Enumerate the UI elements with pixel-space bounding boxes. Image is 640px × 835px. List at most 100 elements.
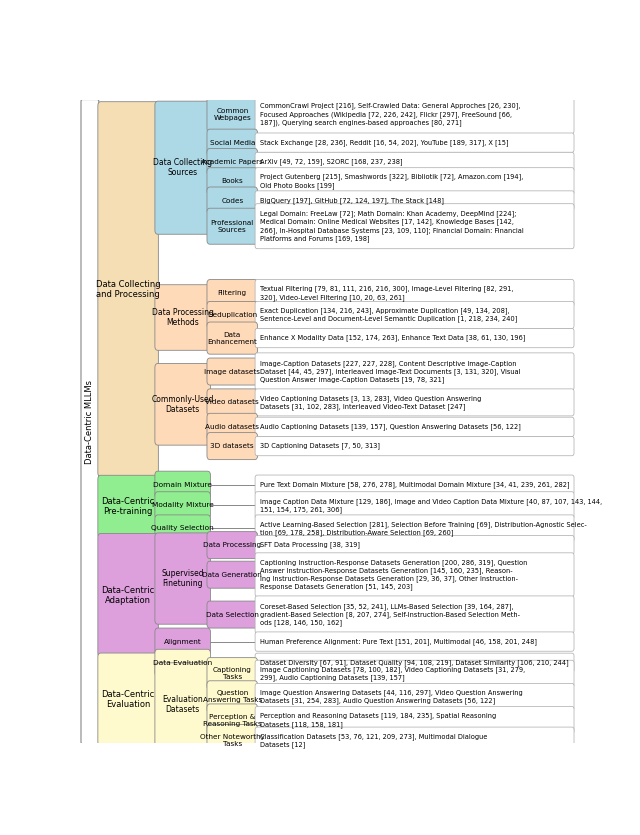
Text: Other Noteworthy
Tasks: Other Noteworthy Tasks	[200, 734, 265, 747]
Text: Supervised
Finetuning: Supervised Finetuning	[161, 569, 204, 588]
Text: Human Preference Alignment: Pure Text [151, 201], Multimodal [46, 158, 201, 248]: Human Preference Alignment: Pure Text [1…	[260, 638, 536, 645]
FancyBboxPatch shape	[207, 187, 257, 214]
FancyBboxPatch shape	[207, 704, 257, 736]
FancyBboxPatch shape	[255, 706, 574, 733]
FancyBboxPatch shape	[207, 129, 257, 156]
FancyBboxPatch shape	[81, 99, 99, 744]
Text: Data
Enhancement: Data Enhancement	[207, 331, 257, 345]
FancyBboxPatch shape	[155, 650, 211, 676]
Text: BigQuery [197], GitHub [72, 124, 197], The Stack [148]: BigQuery [197], GitHub [72, 124, 197], T…	[260, 197, 444, 204]
FancyBboxPatch shape	[255, 389, 574, 416]
Text: Enhance X Modality Data [152, 174, 263], Enhance Text Data [38, 61, 130, 196]: Enhance X Modality Data [152, 174, 263],…	[260, 335, 525, 342]
Text: Common
Webpages: Common Webpages	[213, 108, 251, 121]
FancyBboxPatch shape	[207, 389, 257, 416]
Text: Commonly-Used
Datasets: Commonly-Used Datasets	[152, 395, 214, 414]
Text: Alignment: Alignment	[164, 639, 202, 645]
FancyBboxPatch shape	[255, 596, 574, 633]
Text: Data Collecting
Sources: Data Collecting Sources	[153, 158, 212, 177]
FancyBboxPatch shape	[207, 413, 257, 440]
FancyBboxPatch shape	[255, 204, 574, 249]
FancyBboxPatch shape	[155, 363, 211, 445]
Text: Perception and Reasoning Datasets [119, 184, 235], Spatial Reasoning
Datasets [1: Perception and Reasoning Datasets [119, …	[260, 712, 496, 727]
FancyBboxPatch shape	[207, 208, 257, 244]
FancyBboxPatch shape	[207, 301, 257, 328]
Text: Data Processing
Methods: Data Processing Methods	[152, 308, 214, 327]
FancyBboxPatch shape	[207, 725, 257, 757]
FancyBboxPatch shape	[255, 133, 574, 152]
Text: Data Selection: Data Selection	[206, 611, 259, 618]
Text: Deduplication: Deduplication	[207, 312, 257, 318]
Text: Exact Duplication [134, 216, 243], Approximate Duplication [49, 134, 208],
Sente: Exact Duplication [134, 216, 243], Appro…	[260, 307, 517, 322]
Text: Perception &
Reasoning Tasks: Perception & Reasoning Tasks	[203, 713, 262, 726]
FancyBboxPatch shape	[155, 471, 211, 498]
Text: Professional
Sources: Professional Sources	[211, 220, 254, 233]
FancyBboxPatch shape	[207, 433, 257, 459]
Text: Domain Mixture: Domain Mixture	[153, 482, 212, 488]
FancyBboxPatch shape	[207, 658, 257, 690]
Text: CommonCrawl Project [216], Self-Crawled Data: General Approches [26, 230],
Focus: CommonCrawl Project [216], Self-Crawled …	[260, 103, 520, 126]
Text: Data-Centric MLLMs: Data-Centric MLLMs	[85, 380, 95, 463]
Text: Academic Papers: Academic Papers	[202, 159, 263, 165]
FancyBboxPatch shape	[207, 280, 257, 306]
Text: Data-Centric
Pre-training: Data-Centric Pre-training	[102, 497, 155, 516]
Text: Classification Datasets [53, 76, 121, 209, 273], Multimodal Dialogue
Datasets [1: Classification Datasets [53, 76, 121, 20…	[260, 733, 487, 748]
Text: Dataset Diversity [67, 91], Dataset Quality [94, 108, 219], Dataset Similarity [: Dataset Diversity [67, 91], Dataset Qual…	[260, 660, 568, 666]
Text: Audio datasets: Audio datasets	[205, 424, 259, 430]
FancyBboxPatch shape	[255, 515, 574, 542]
Text: Video datasets: Video datasets	[205, 399, 259, 405]
FancyBboxPatch shape	[255, 475, 574, 494]
Text: Books: Books	[221, 178, 243, 185]
Text: Image Captioning Datasets [78, 100, 182], Video Captioning Datasets [31, 279,
29: Image Captioning Datasets [78, 100, 182]…	[260, 666, 525, 681]
FancyBboxPatch shape	[255, 632, 574, 651]
FancyBboxPatch shape	[155, 628, 211, 655]
Text: Image Caption Data Mixture [129, 186], Image and Video Caption Data Mixture [40,: Image Caption Data Mixture [129, 186], I…	[260, 498, 602, 513]
Text: Data Collecting
and Processing: Data Collecting and Processing	[96, 280, 161, 299]
Text: Legal Domain: FreeLaw [72]; Math Domain: Khan Academy, DeepMind [224];
Medical D: Legal Domain: FreeLaw [72]; Math Domain:…	[260, 210, 524, 242]
FancyBboxPatch shape	[207, 561, 257, 588]
FancyBboxPatch shape	[255, 437, 574, 456]
FancyBboxPatch shape	[255, 328, 574, 347]
Text: Image Question Answering Datasets [44, 116, 297], Video Question Answering
Datas: Image Question Answering Datasets [44, 1…	[260, 690, 522, 705]
Text: Captioning
Tasks: Captioning Tasks	[213, 667, 252, 681]
Text: Video Captioning Datasets [3, 13, 283], Video Question Answering
Datasets [31, 1: Video Captioning Datasets [3, 13, 283], …	[260, 395, 481, 410]
FancyBboxPatch shape	[207, 322, 257, 354]
FancyBboxPatch shape	[255, 95, 574, 134]
Text: Pure Text Domain Mixture [58, 276, 278], Multimodal Domain Mixture [34, 41, 239,: Pure Text Domain Mixture [58, 276, 278],…	[260, 481, 569, 488]
Text: Stack Exchange [28, 236], Reddit [16, 54, 202], YouTube [189, 317], X [15]: Stack Exchange [28, 236], Reddit [16, 54…	[260, 139, 508, 146]
Text: Textual Filtering [79, 81, 111, 216, 216, 300], Image-Level Filtering [82, 291,
: Textual Filtering [79, 81, 111, 216, 216…	[260, 286, 513, 301]
Text: Audio Captioning Datasets [139, 157], Question Answering Datasets [56, 122]: Audio Captioning Datasets [139, 157], Qu…	[260, 423, 520, 430]
FancyBboxPatch shape	[255, 353, 574, 390]
Text: 3D Captioning Datasets [7, 50, 313]: 3D Captioning Datasets [7, 50, 313]	[260, 443, 380, 449]
FancyBboxPatch shape	[255, 553, 574, 596]
FancyBboxPatch shape	[255, 535, 574, 554]
Text: Social Media: Social Media	[209, 139, 255, 145]
FancyBboxPatch shape	[255, 683, 574, 711]
FancyBboxPatch shape	[255, 492, 574, 519]
FancyBboxPatch shape	[155, 663, 211, 746]
FancyBboxPatch shape	[155, 515, 211, 542]
FancyBboxPatch shape	[255, 418, 574, 437]
FancyBboxPatch shape	[207, 532, 257, 559]
Text: Active Learning-Based Selection [281], Selection Before Training [69], Distribut: Active Learning-Based Selection [281], S…	[260, 521, 586, 536]
FancyBboxPatch shape	[255, 727, 574, 754]
FancyBboxPatch shape	[255, 301, 574, 328]
FancyBboxPatch shape	[255, 168, 574, 195]
FancyBboxPatch shape	[255, 280, 574, 306]
FancyBboxPatch shape	[255, 660, 574, 687]
FancyBboxPatch shape	[155, 492, 211, 519]
Text: Quality Selection: Quality Selection	[151, 525, 214, 531]
FancyBboxPatch shape	[207, 96, 257, 133]
Text: Modality Mixture: Modality Mixture	[152, 503, 214, 509]
FancyBboxPatch shape	[98, 102, 158, 477]
FancyBboxPatch shape	[98, 475, 158, 538]
Text: Image-Caption Datasets [227, 227, 228], Content Descriptive Image-Caption
Datase: Image-Caption Datasets [227, 227, 228], …	[260, 360, 520, 383]
Text: 3D datasets: 3D datasets	[211, 443, 254, 449]
Text: Filtering: Filtering	[218, 290, 247, 296]
Text: Question
Answering Tasks: Question Answering Tasks	[203, 691, 262, 703]
Text: Data Evaluation: Data Evaluation	[153, 660, 212, 665]
FancyBboxPatch shape	[207, 358, 257, 385]
Text: Data-Centric
Evaluation: Data-Centric Evaluation	[102, 690, 155, 709]
FancyBboxPatch shape	[207, 681, 257, 713]
FancyBboxPatch shape	[155, 101, 211, 235]
Text: ArXiv [49, 72, 159], S2ORC [168, 237, 238]: ArXiv [49, 72, 159], S2ORC [168, 237, 23…	[260, 159, 402, 165]
